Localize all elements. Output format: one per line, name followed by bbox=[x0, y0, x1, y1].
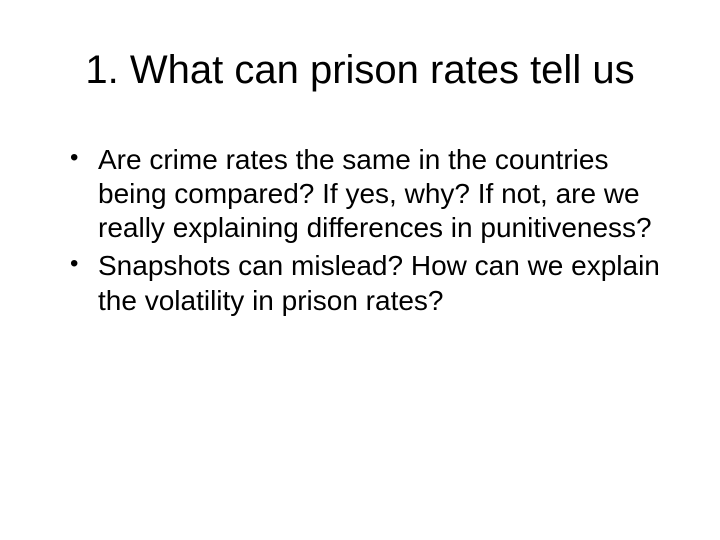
slide: 1. What can prison rates tell us Are cri… bbox=[0, 0, 720, 540]
bullet-list: Are crime rates the same in the countrie… bbox=[40, 143, 680, 318]
slide-title: 1. What can prison rates tell us bbox=[40, 48, 680, 93]
bullet-item: Are crime rates the same in the countrie… bbox=[70, 143, 680, 245]
bullet-item: Snapshots can mislead? How can we explai… bbox=[70, 249, 680, 317]
